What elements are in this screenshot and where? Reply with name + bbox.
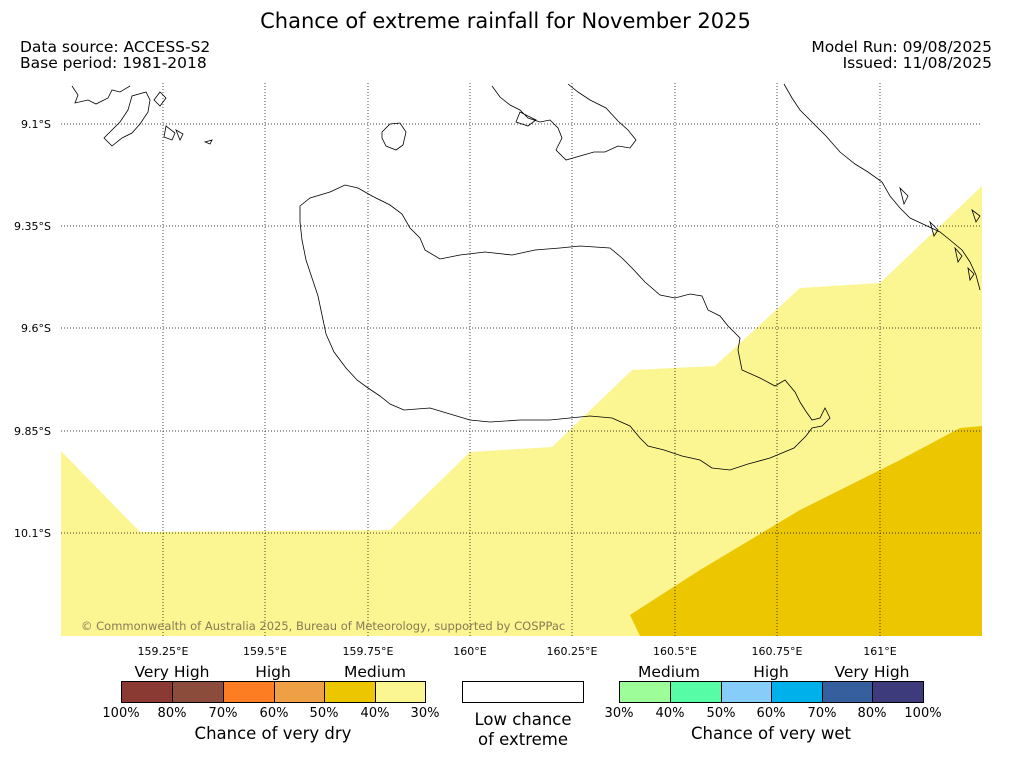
lat-label: 9.1°S bbox=[21, 118, 51, 131]
wet-tick: 40% bbox=[655, 706, 685, 721]
copyright-text: © Commonwealth of Australia 2025, Bureau… bbox=[81, 619, 566, 633]
north-island-outline bbox=[491, 83, 637, 161]
wet-scale-title: Chance of very wet bbox=[691, 724, 851, 743]
low-chance-line2: of extreme bbox=[477, 730, 569, 749]
northwest-coast bbox=[71, 85, 213, 147]
lon-label: 160.75°E bbox=[752, 645, 803, 658]
meta-right: Model Run: 09/08/2025 Issued: 11/08/2025 bbox=[811, 39, 992, 71]
dry-swatch-60-70 bbox=[223, 681, 274, 703]
low-chance-line1: Low chance bbox=[474, 710, 572, 729]
dry-tick: 40% bbox=[360, 706, 390, 721]
dry-scale-title: Chance of very dry bbox=[194, 724, 352, 743]
dry-tick: 70% bbox=[208, 706, 238, 721]
wet-colorbar bbox=[619, 681, 924, 703]
wet-tick: 80% bbox=[857, 706, 887, 721]
dry-tick: 50% bbox=[309, 706, 339, 721]
wet-tick: 60% bbox=[756, 706, 786, 721]
region-dry-40-50 bbox=[630, 426, 982, 636]
dry-tick: 60% bbox=[259, 706, 289, 721]
map-area[interactable] bbox=[61, 83, 982, 636]
low-chance-label: Low chance of extreme bbox=[440, 710, 606, 750]
lon-label: 159.75°E bbox=[343, 645, 394, 658]
lon-label: 161°E bbox=[863, 645, 896, 658]
dry-tick: 100% bbox=[102, 706, 140, 721]
lon-label: 160°E bbox=[453, 645, 486, 658]
dry-category-very-high: Very High bbox=[134, 663, 210, 681]
dry-swatch-50-60 bbox=[274, 681, 324, 703]
wet-category-high: High bbox=[753, 663, 789, 681]
lat-labels: 9.1°S 9.35°S 9.6°S 9.85°S 10.1°S bbox=[14, 118, 51, 540]
issued-text: Issued: 11/08/2025 bbox=[842, 54, 992, 72]
dry-swatch-30-40 bbox=[375, 681, 425, 703]
map-title: Chance of extreme rainfall for November … bbox=[260, 9, 751, 33]
dry-colorbar bbox=[121, 681, 426, 703]
wet-swatch-80-100 bbox=[872, 681, 923, 703]
dry-tick: 80% bbox=[157, 706, 187, 721]
wet-swatch-40-50 bbox=[670, 681, 721, 703]
base-period-text: Base period: 1981-2018 bbox=[20, 54, 207, 72]
graticule bbox=[61, 83, 982, 636]
wet-tick: 100% bbox=[904, 706, 942, 721]
lon-label: 160.25°E bbox=[547, 645, 598, 658]
dry-category-high: High bbox=[255, 663, 291, 681]
lon-labels: 159.25°E 159.5°E 159.75°E 160°E 160.25°E… bbox=[138, 645, 897, 658]
lat-label: 9.35°S bbox=[14, 220, 51, 233]
meta-left: Data source: ACCESS-S2 Base period: 1981… bbox=[20, 39, 210, 71]
lon-label: 159.5°E bbox=[243, 645, 287, 658]
dry-swatch-40-50 bbox=[324, 681, 375, 703]
lat-label: 10.1°S bbox=[14, 527, 51, 540]
wet-tick: 50% bbox=[706, 706, 736, 721]
low-chance-swatch bbox=[462, 681, 584, 703]
dry-swatch-70-80 bbox=[172, 681, 223, 703]
dry-category-medium: Medium bbox=[344, 663, 406, 681]
island-outline bbox=[299, 184, 831, 471]
islet-outline bbox=[381, 122, 407, 151]
northeast-coast bbox=[783, 83, 981, 291]
region-dry-30-40 bbox=[61, 186, 982, 636]
lat-label: 9.85°S bbox=[14, 425, 51, 438]
lon-label: 159.25°E bbox=[138, 645, 189, 658]
lat-label: 9.6°S bbox=[21, 322, 51, 335]
wet-swatch-70-80 bbox=[822, 681, 872, 703]
lon-label: 160.5°E bbox=[653, 645, 697, 658]
wet-tick: 70% bbox=[807, 706, 837, 721]
wet-swatch-60-70 bbox=[771, 681, 822, 703]
wet-swatch-50-60 bbox=[721, 681, 771, 703]
wet-category-medium: Medium bbox=[638, 663, 700, 681]
model-run-text: Model Run: 09/08/2025 bbox=[811, 38, 992, 56]
wet-tick: 30% bbox=[604, 706, 634, 721]
dry-tick: 30% bbox=[410, 706, 440, 721]
data-source-text: Data source: ACCESS-S2 bbox=[20, 38, 211, 56]
wet-category-very-high: Very High bbox=[834, 663, 910, 681]
